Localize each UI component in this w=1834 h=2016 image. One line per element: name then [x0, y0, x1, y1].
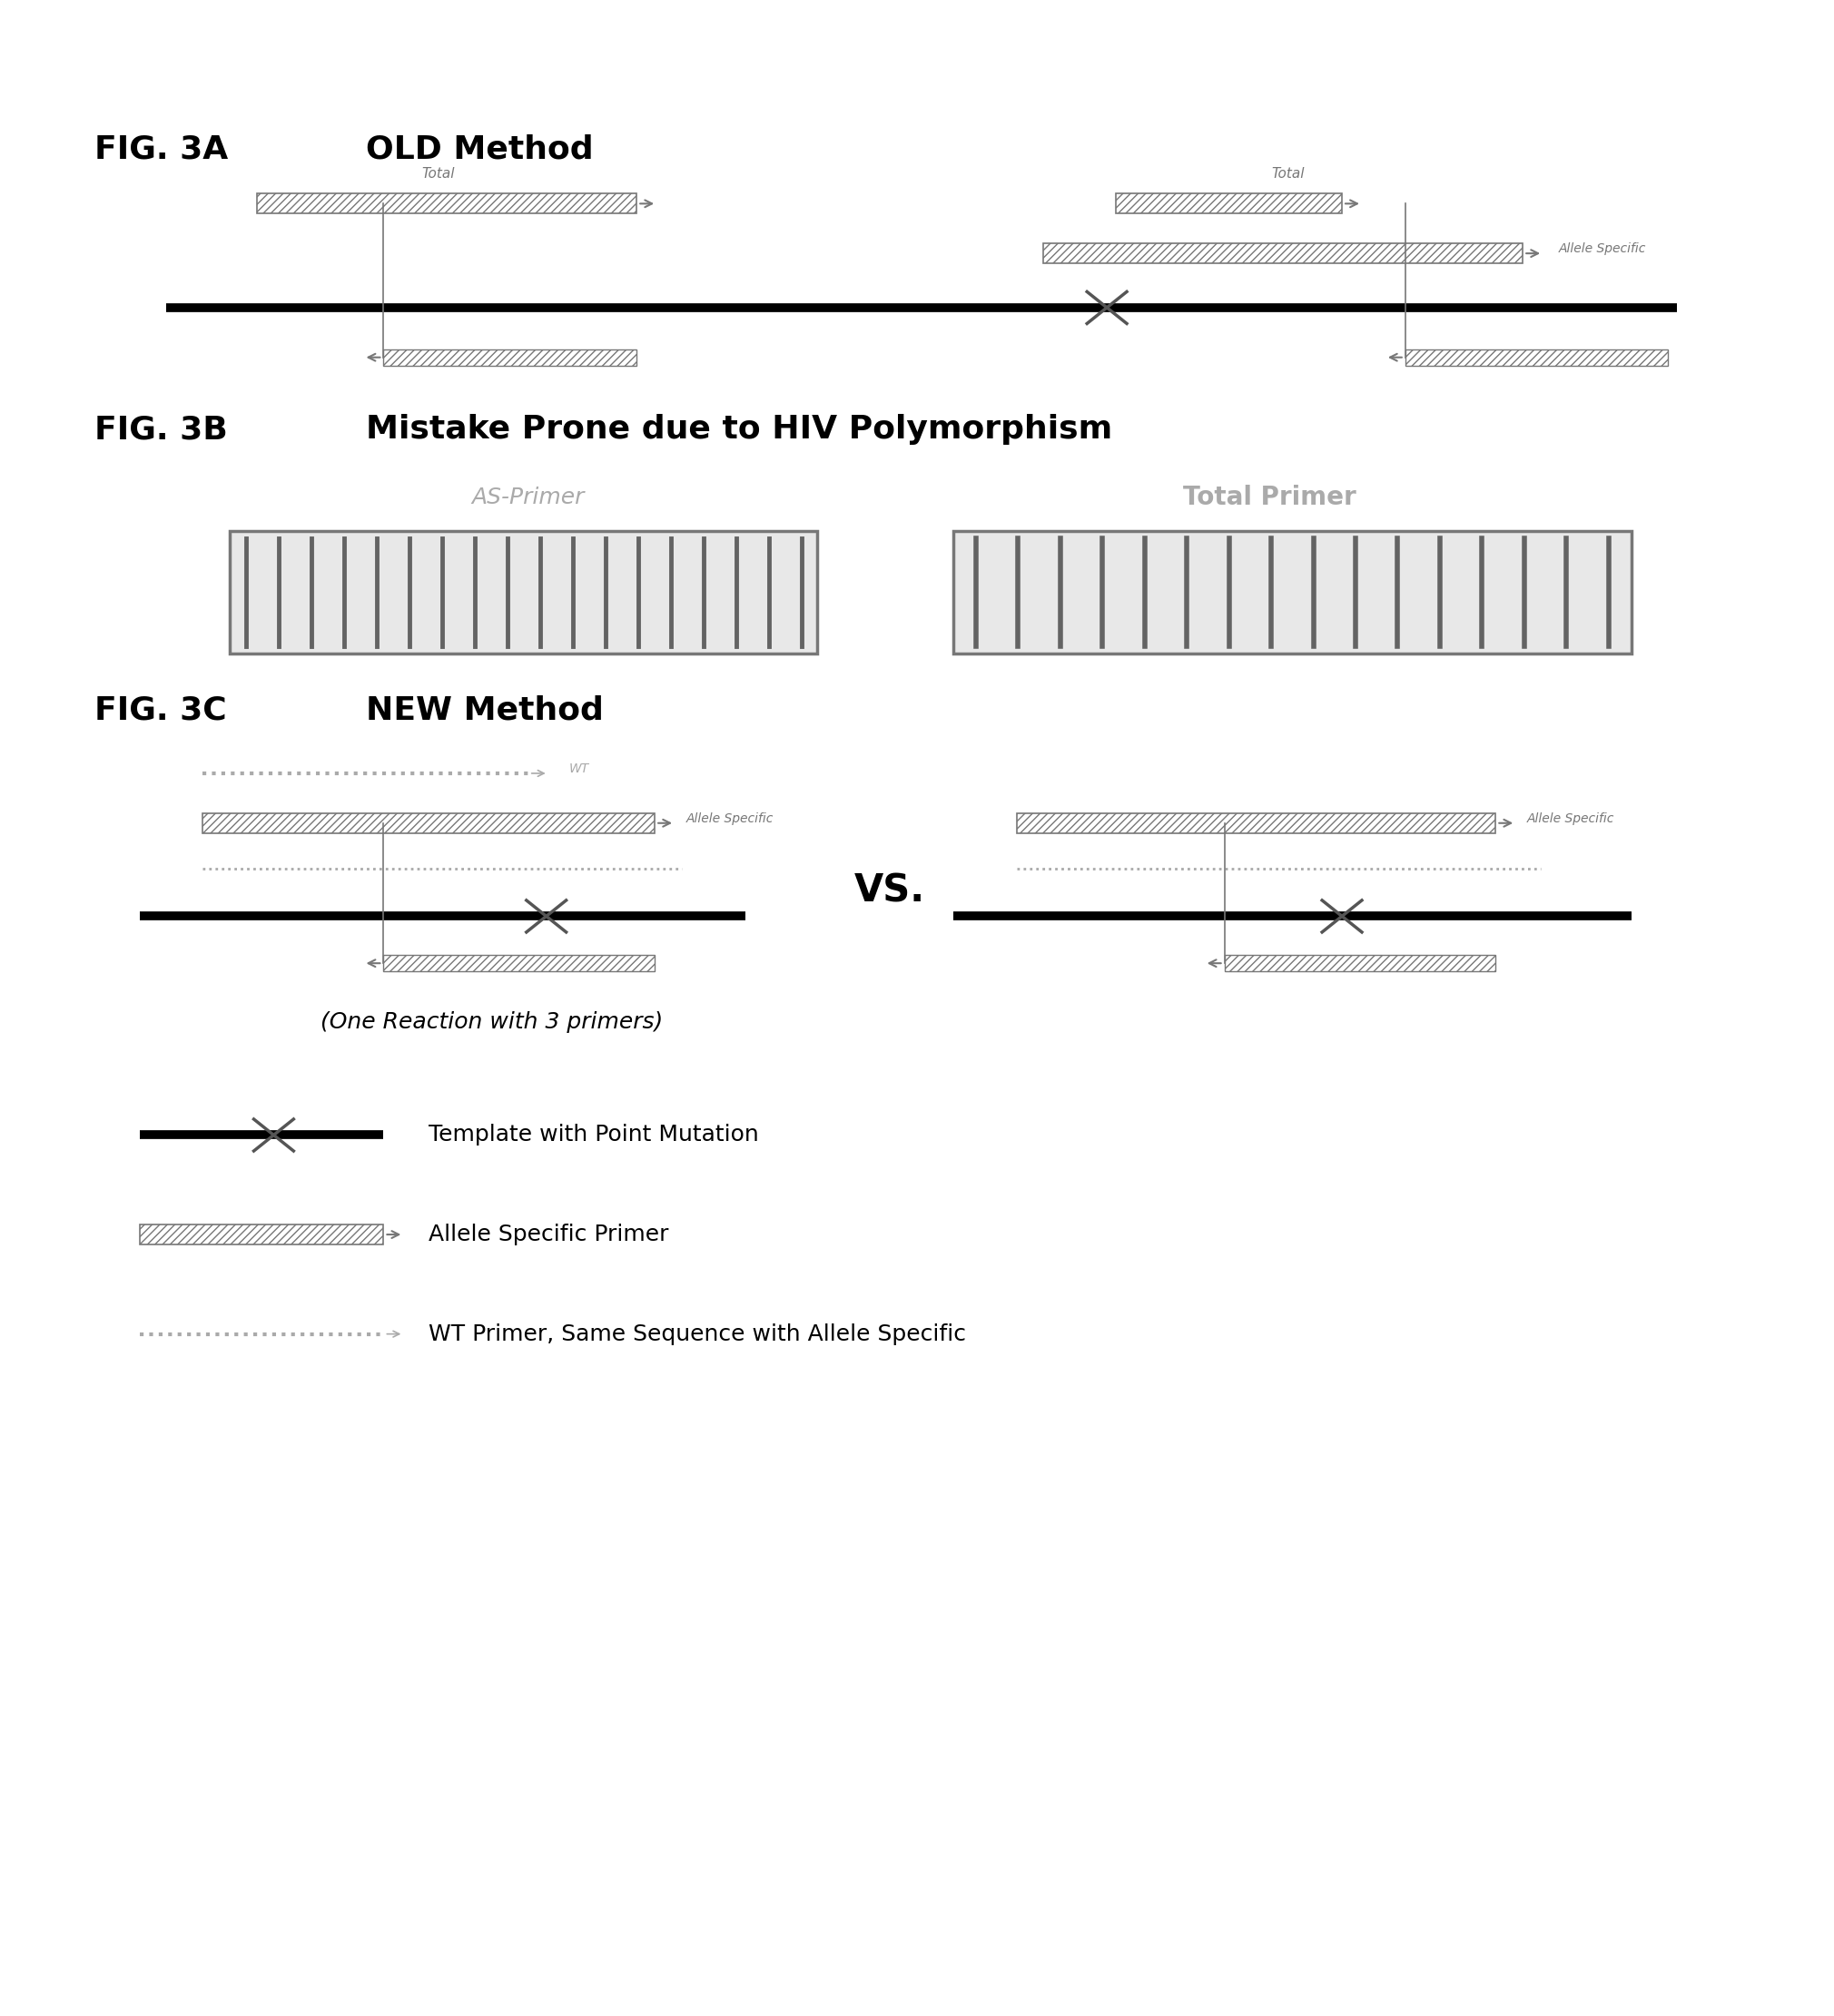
- Text: Template with Point Mutation: Template with Point Mutation: [429, 1125, 759, 1145]
- Bar: [1044, 244, 1522, 264]
- Bar: [1115, 194, 1342, 214]
- Bar: [257, 194, 636, 214]
- Bar: [1016, 812, 1497, 833]
- Bar: [383, 956, 655, 972]
- Text: Allele Specific Primer: Allele Specific Primer: [429, 1224, 669, 1246]
- Text: Total Primer: Total Primer: [1183, 484, 1355, 510]
- Text: Allele Specific: Allele Specific: [686, 812, 774, 825]
- Text: OLD Method: OLD Method: [365, 133, 592, 165]
- Bar: [229, 532, 818, 653]
- Text: Total: Total: [1271, 167, 1304, 181]
- Text: AS-Primer: AS-Primer: [471, 486, 585, 508]
- Text: (One Reaction with 3 primers): (One Reaction with 3 primers): [321, 1012, 662, 1032]
- Bar: [954, 532, 1630, 653]
- Bar: [139, 1224, 383, 1244]
- Text: Mistake Prone due to HIV Polymorphism: Mistake Prone due to HIV Polymorphism: [365, 413, 1111, 446]
- Bar: [1405, 349, 1667, 365]
- Bar: [204, 812, 655, 833]
- Text: FIG. 3A: FIG. 3A: [94, 133, 227, 165]
- Text: FIG. 3B: FIG. 3B: [94, 413, 227, 446]
- Text: VS.: VS.: [855, 871, 926, 909]
- Text: Allele Specific: Allele Specific: [1528, 812, 1614, 825]
- Text: NEW Method: NEW Method: [365, 696, 603, 726]
- Bar: [954, 532, 1630, 653]
- Bar: [229, 532, 818, 653]
- Text: WT: WT: [569, 762, 589, 776]
- Text: WT Primer, Same Sequence with Allele Specific: WT Primer, Same Sequence with Allele Spe…: [429, 1322, 967, 1345]
- Text: Allele Specific: Allele Specific: [1559, 242, 1647, 256]
- Bar: [1225, 956, 1497, 972]
- Bar: [383, 349, 636, 365]
- Text: Total: Total: [422, 167, 455, 181]
- Text: FIG. 3C: FIG. 3C: [94, 696, 226, 726]
